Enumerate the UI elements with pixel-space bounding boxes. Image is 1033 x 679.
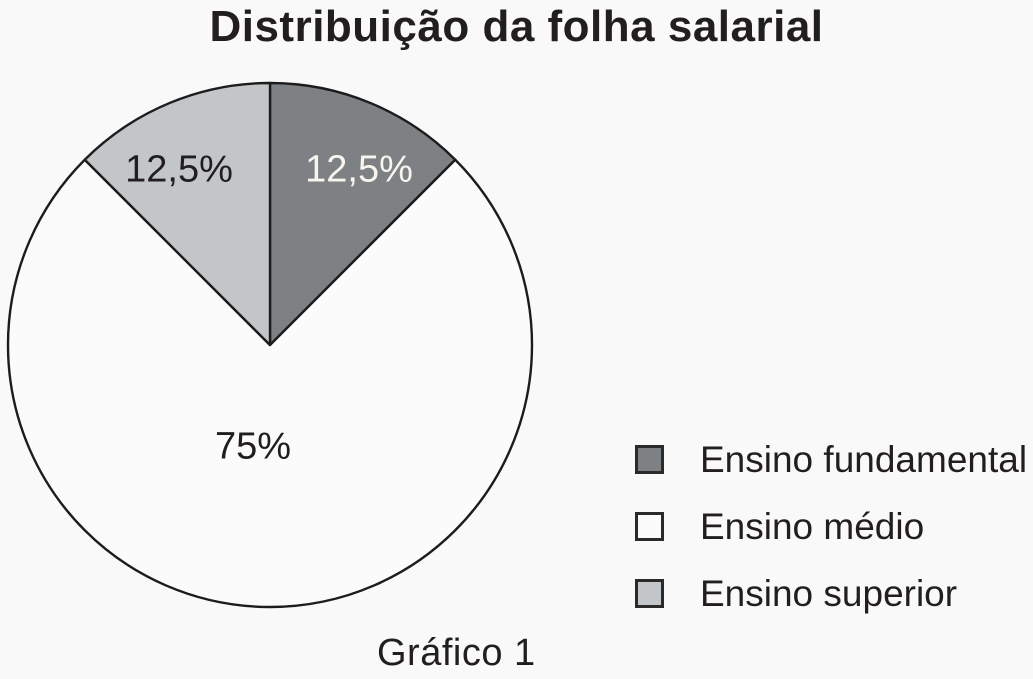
pie-svg [6,81,534,609]
slice-label-ensino-superior: 12,5% [125,148,233,191]
slice-label-ensino-medio: 75% [214,425,292,468]
legend-label-ensino-medio: Ensino médio [700,505,925,547]
chart-title: Distribuição da folha salarial [209,2,824,51]
legend: Ensino fundamental Ensino médio Ensino s… [635,439,1027,614]
legend-swatch-ensino-medio-icon [635,512,664,541]
slice-label-ensino-fundamental: 12,5% [305,148,413,191]
legend-row-ensino-medio: Ensino médio [635,506,1027,547]
legend-row-ensino-superior: Ensino superior [635,573,1027,614]
legend-label-ensino-superior: Ensino superior [700,572,958,614]
legend-label-ensino-fundamental: Ensino fundamental [700,438,1028,480]
pie-chart: 12,5% 12,5% 75% [6,81,534,609]
pie-slice-2 [83,81,272,347]
pie-slice-0 [268,81,457,347]
legend-swatch-ensino-fundamental-icon [635,445,664,474]
chart-caption: Gráfico 1 [377,632,536,674]
pie-slice-1 [6,158,534,609]
legend-row-ensino-fundamental: Ensino fundamental [635,439,1027,480]
legend-swatch-ensino-superior-icon [635,579,664,608]
